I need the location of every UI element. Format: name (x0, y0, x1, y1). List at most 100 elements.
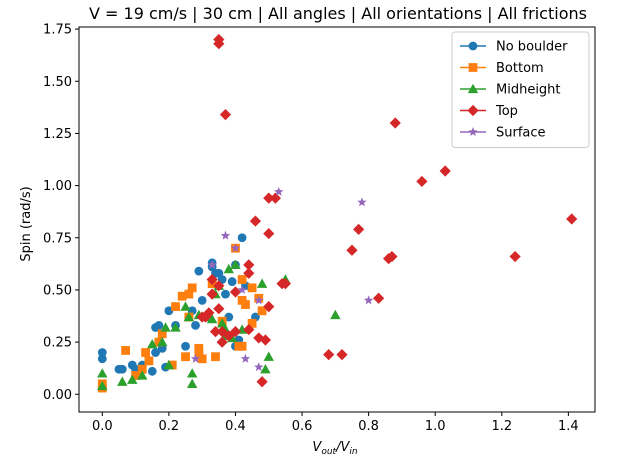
data-point (157, 336, 168, 347)
data-point (180, 301, 191, 311)
data-point (206, 288, 218, 300)
data-point (249, 215, 262, 227)
data-point (243, 267, 255, 279)
data-point (416, 175, 428, 188)
x-tick-label: 0.0 (92, 419, 113, 434)
data-point (257, 306, 267, 316)
data-point (147, 338, 158, 349)
data-point (273, 186, 284, 196)
data-point (237, 233, 247, 243)
data-point (190, 353, 201, 363)
data-point (263, 351, 274, 361)
data-point (131, 371, 140, 380)
data-point (254, 362, 264, 372)
data-point (263, 301, 275, 313)
y-tick-label: 0.50 (43, 283, 72, 298)
data-point (263, 192, 275, 204)
data-point (229, 326, 242, 338)
data-point (566, 213, 578, 225)
data-point (363, 295, 374, 305)
data-point (203, 307, 215, 319)
data-point (241, 300, 250, 309)
data-point (186, 368, 198, 378)
data-point (127, 374, 138, 384)
data-point (117, 364, 127, 374)
data-point (224, 312, 234, 322)
x-tick-label: 1.2 (491, 419, 512, 434)
data-point (206, 313, 218, 324)
data-point (191, 321, 200, 330)
series-surface (190, 186, 374, 372)
legend-marker (467, 83, 479, 94)
data-point (213, 303, 225, 315)
data-point (269, 192, 282, 204)
x-tick-label: 0.4 (225, 419, 246, 434)
data-point (509, 250, 521, 263)
y-tick-label: 1.00 (43, 179, 72, 194)
data-point (386, 250, 398, 263)
data-point (256, 278, 268, 288)
data-point (213, 280, 225, 292)
x-tick-label: 1.4 (558, 419, 579, 434)
data-point (154, 337, 164, 347)
data-point (230, 259, 241, 270)
data-point (187, 283, 197, 293)
data-point (194, 266, 204, 276)
data-point (171, 302, 180, 312)
legend-marker (468, 63, 478, 72)
data-point (197, 295, 207, 305)
data-point (373, 292, 385, 304)
y-axis-label: Spin (rad/s) (19, 186, 34, 261)
legend-marker (468, 127, 478, 137)
legend-label: No boulder (496, 40, 568, 55)
data-point (336, 349, 348, 361)
data-point (117, 376, 128, 386)
data-point (243, 259, 255, 271)
data-point (177, 291, 187, 301)
data-point (160, 322, 171, 332)
plot-area: 0.0 0.2 0.4 0.6 0.8 1.0 1.2 1.4 0.00 0.25 0.50 0.75… (43, 23, 596, 434)
data-point (357, 197, 367, 207)
data-point (216, 318, 228, 328)
data-point (144, 356, 154, 366)
series-top (196, 33, 578, 388)
data-point (154, 321, 164, 330)
y-tick-label: 0.00 (43, 388, 72, 403)
data-point (237, 341, 247, 351)
data-point (253, 332, 265, 344)
legend: No boulder Bottom Midheight Top Surface (451, 31, 590, 148)
data-point (194, 350, 204, 360)
y-tick-label: 0.25 (43, 336, 72, 351)
data-point (184, 289, 194, 299)
data-point (260, 364, 271, 374)
data-point (141, 348, 150, 357)
data-point (237, 284, 247, 294)
data-point (157, 329, 167, 339)
y-tick-label: 1.25 (43, 127, 72, 142)
data-point (259, 334, 272, 346)
data-point (223, 263, 235, 274)
legend-box (451, 31, 590, 148)
data-point (211, 352, 220, 362)
legend-label: Bottom (496, 61, 544, 76)
data-point (151, 348, 160, 357)
data-point (223, 330, 235, 342)
data-point (163, 359, 175, 370)
data-point (183, 311, 195, 322)
x-tick-label: 1.0 (425, 419, 446, 434)
data-point (206, 273, 218, 286)
data-point (207, 259, 217, 269)
data-point (229, 286, 242, 298)
data-point (279, 278, 291, 290)
series-no-boulder (97, 233, 260, 393)
data-point (330, 309, 341, 320)
data-point (181, 352, 190, 362)
legend-label: Midheight (496, 83, 561, 98)
y-tick-label: 0.75 (43, 231, 72, 246)
data-point (323, 349, 335, 361)
x-axis-label: Vout/Vin (312, 440, 357, 457)
y-tick-label: 1.75 (43, 23, 72, 38)
data-point (167, 360, 177, 370)
